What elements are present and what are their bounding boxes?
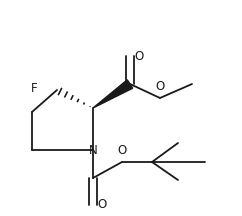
Text: O: O	[97, 199, 106, 211]
Text: O: O	[134, 49, 143, 62]
Text: O: O	[155, 80, 165, 93]
Text: N: N	[89, 143, 97, 157]
Polygon shape	[93, 80, 133, 108]
Text: F: F	[31, 81, 38, 95]
Text: O: O	[117, 144, 127, 157]
